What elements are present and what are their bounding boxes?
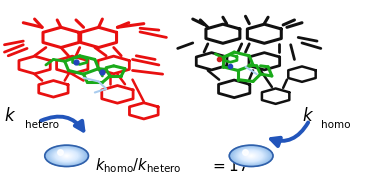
Circle shape bbox=[55, 150, 78, 162]
Circle shape bbox=[247, 154, 256, 158]
Circle shape bbox=[246, 153, 256, 158]
Circle shape bbox=[52, 149, 81, 163]
Circle shape bbox=[245, 153, 257, 159]
Circle shape bbox=[250, 155, 253, 157]
Circle shape bbox=[53, 149, 81, 163]
Circle shape bbox=[249, 155, 253, 157]
Circle shape bbox=[64, 154, 70, 157]
Circle shape bbox=[64, 155, 69, 157]
Circle shape bbox=[66, 155, 67, 156]
Circle shape bbox=[54, 149, 80, 162]
Circle shape bbox=[56, 151, 77, 161]
Circle shape bbox=[240, 151, 262, 161]
Circle shape bbox=[245, 153, 258, 159]
Circle shape bbox=[65, 155, 68, 157]
Circle shape bbox=[248, 154, 254, 157]
Circle shape bbox=[56, 151, 77, 161]
Circle shape bbox=[250, 155, 252, 156]
Circle shape bbox=[58, 152, 75, 160]
Circle shape bbox=[241, 151, 261, 161]
Circle shape bbox=[51, 148, 82, 163]
Text: $k$: $k$ bbox=[302, 107, 314, 125]
Circle shape bbox=[233, 147, 270, 165]
Circle shape bbox=[47, 146, 86, 165]
Circle shape bbox=[238, 149, 264, 162]
Circle shape bbox=[234, 148, 268, 164]
Circle shape bbox=[232, 147, 270, 165]
Circle shape bbox=[62, 154, 71, 158]
Circle shape bbox=[240, 150, 263, 162]
Circle shape bbox=[239, 150, 263, 162]
Circle shape bbox=[243, 152, 259, 160]
Circle shape bbox=[230, 146, 272, 166]
Circle shape bbox=[237, 149, 266, 163]
Text: homo: homo bbox=[321, 120, 350, 130]
Circle shape bbox=[234, 147, 269, 164]
Circle shape bbox=[59, 152, 74, 160]
Circle shape bbox=[59, 152, 74, 159]
Circle shape bbox=[46, 146, 87, 166]
Circle shape bbox=[229, 145, 273, 166]
Circle shape bbox=[48, 147, 85, 165]
Text: $k$: $k$ bbox=[5, 107, 17, 125]
Circle shape bbox=[237, 149, 265, 163]
Circle shape bbox=[49, 147, 84, 164]
Circle shape bbox=[61, 153, 73, 159]
Circle shape bbox=[50, 148, 83, 164]
Circle shape bbox=[45, 146, 88, 166]
Circle shape bbox=[235, 148, 267, 164]
Text: hetero: hetero bbox=[25, 120, 59, 130]
Circle shape bbox=[48, 147, 85, 165]
Circle shape bbox=[248, 154, 255, 158]
Circle shape bbox=[57, 151, 76, 160]
Circle shape bbox=[51, 148, 83, 164]
Circle shape bbox=[62, 153, 72, 158]
Circle shape bbox=[45, 145, 88, 166]
Circle shape bbox=[242, 152, 260, 160]
Circle shape bbox=[242, 151, 260, 160]
Circle shape bbox=[60, 153, 73, 159]
Circle shape bbox=[54, 150, 79, 162]
Circle shape bbox=[63, 154, 70, 158]
Circle shape bbox=[244, 152, 259, 159]
Text: $= 17$: $= 17$ bbox=[210, 158, 248, 174]
Text: $k_\mathregular{homo}$/$k_\mathregular{hetero}$: $k_\mathregular{homo}$/$k_\mathregular{h… bbox=[95, 157, 181, 175]
Circle shape bbox=[236, 148, 266, 163]
Circle shape bbox=[231, 146, 271, 166]
Circle shape bbox=[231, 146, 271, 165]
